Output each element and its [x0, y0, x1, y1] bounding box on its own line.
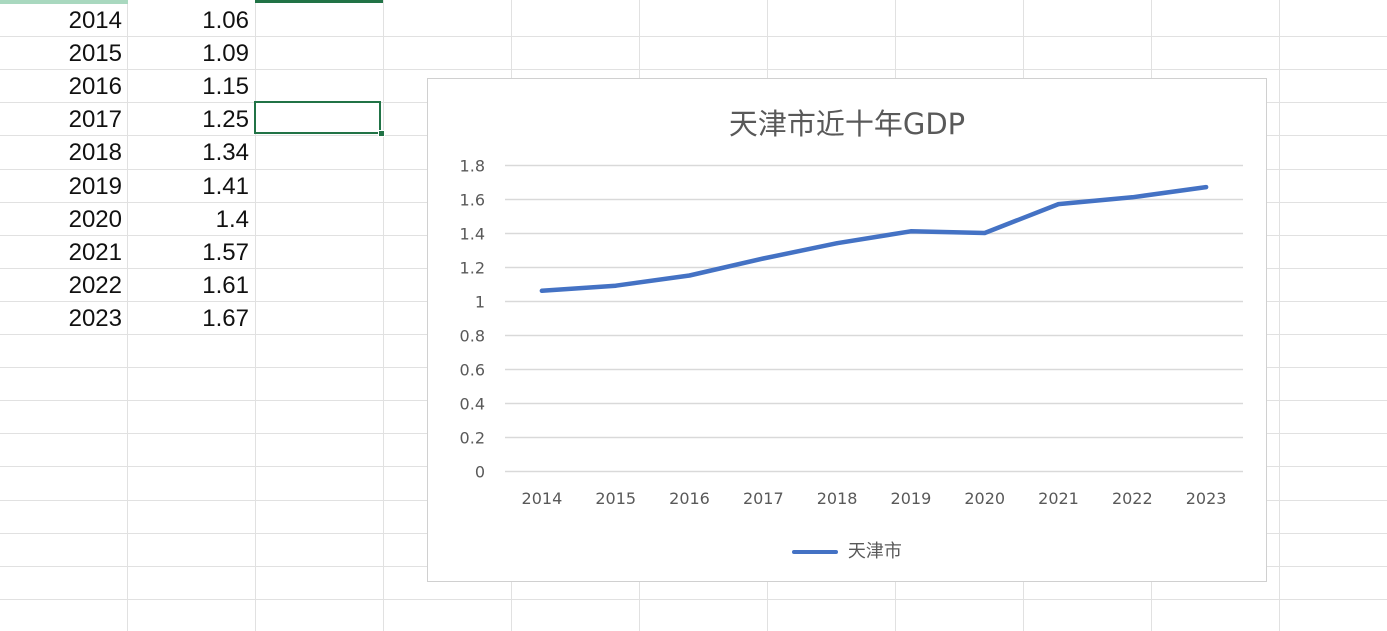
cell-year[interactable]: 2015 — [68, 40, 122, 67]
cell-year[interactable]: 2018 — [68, 139, 122, 166]
y-tick-label: 0.8 — [460, 327, 485, 346]
x-tick-label: 2015 — [595, 489, 636, 508]
cell-year[interactable]: 2017 — [68, 106, 122, 133]
x-tick-label: 2022 — [1112, 489, 1153, 508]
x-tick-label: 2019 — [891, 489, 932, 508]
cell-value[interactable]: 1.67 — [202, 305, 249, 332]
series-line — [539, 184, 1209, 294]
chart-title: 天津市近十年GDP — [728, 107, 966, 141]
fill-handle[interactable] — [378, 130, 385, 137]
data-point — [908, 229, 913, 234]
data-point — [1204, 185, 1209, 190]
line-chart[interactable]: 天津市近十年GDP 0 0.2 0.4 0.6 0.8 1 1.2 1.4 1.6 1.8 2014… — [427, 78, 1267, 582]
cell-year[interactable]: 2016 — [68, 73, 122, 100]
column-c-header-accent — [255, 0, 383, 3]
data-point — [1130, 195, 1135, 200]
cell-value[interactable]: 1.34 — [202, 139, 249, 166]
cell-value[interactable]: 1.09 — [202, 40, 249, 67]
cell-year[interactable]: 2020 — [68, 206, 122, 233]
legend-line-marker — [792, 550, 839, 554]
data-point — [761, 256, 766, 261]
cell-value[interactable]: 1.25 — [202, 106, 249, 133]
x-tick-label: 2020 — [964, 489, 1005, 508]
x-tick-label: 2016 — [669, 489, 710, 508]
cell-year[interactable]: 2022 — [68, 272, 122, 299]
x-tick-label: 2021 — [1038, 489, 1079, 508]
cell-year[interactable]: 2014 — [68, 7, 122, 34]
selected-cell-c4[interactable] — [254, 101, 381, 134]
data-point — [687, 273, 692, 278]
x-tick-label: 2018 — [817, 489, 858, 508]
data-point — [1056, 202, 1061, 207]
y-tick-label: 1.4 — [460, 225, 485, 244]
y-tick-label: 0 — [475, 463, 485, 482]
cell-year[interactable]: 2021 — [68, 239, 122, 266]
y-tick-label: 1 — [475, 293, 485, 312]
y-tick-label: 1.8 — [460, 157, 485, 176]
y-tick-label: 1.6 — [460, 191, 485, 210]
x-tick-label: 2017 — [743, 489, 784, 508]
column-a-header-accent — [0, 0, 128, 4]
cell-year[interactable]: 2019 — [68, 173, 122, 200]
x-tick-label: 2023 — [1186, 489, 1227, 508]
cell-value[interactable]: 1.15 — [202, 73, 249, 100]
x-tick-label: 2014 — [522, 489, 563, 508]
y-tick-label: 0.6 — [460, 361, 485, 380]
legend-label: 天津市 — [847, 541, 902, 562]
y-tick-label: 0.2 — [460, 429, 485, 448]
cell-value[interactable]: 1.41 — [202, 173, 249, 200]
chart-plot: 0 0.2 0.4 0.6 0.8 1 1.2 1.4 1.6 1.8 2014 2015 2016 20… — [460, 157, 1243, 508]
data-point — [982, 231, 987, 235]
y-tick-label: 1.2 — [460, 259, 485, 278]
cell-value[interactable]: 1.61 — [202, 272, 249, 299]
cell-year[interactable]: 2023 — [68, 305, 122, 332]
cell-value[interactable]: 1.06 — [202, 7, 249, 34]
data-point — [835, 241, 840, 246]
chart-legend: 天津市 — [428, 537, 1266, 563]
data-point — [539, 288, 544, 293]
cell-value[interactable]: 1.57 — [202, 239, 249, 266]
y-tick-label: 0.4 — [460, 395, 485, 414]
data-point — [613, 283, 618, 288]
cell-value[interactable]: 1.4 — [215, 206, 249, 233]
